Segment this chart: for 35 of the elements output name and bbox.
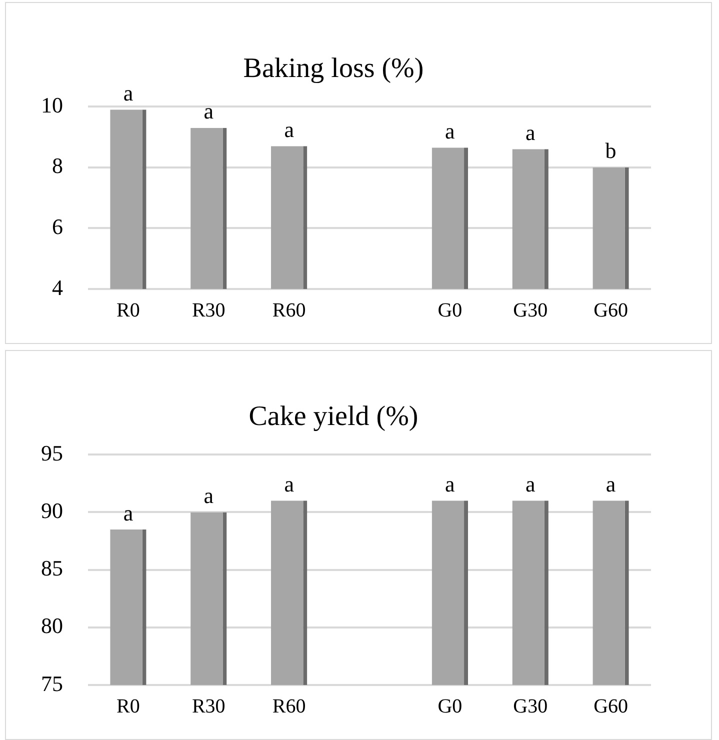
y-tick-label: 95	[41, 440, 63, 466]
annotation: a	[284, 471, 294, 496]
x-tick-label: R30	[192, 299, 226, 322]
annotation: a	[204, 482, 214, 508]
annotation: b	[605, 138, 616, 164]
y-tick-label: 4	[52, 274, 63, 300]
annotation: a	[525, 471, 536, 496]
x-tick-label: G30	[513, 695, 548, 718]
y-tick-label: 85	[41, 556, 63, 581]
annotation: a	[525, 120, 536, 145]
x-tick-label: R60	[272, 299, 306, 322]
annotation: a	[204, 98, 214, 124]
x-tick-label: G60	[594, 695, 628, 718]
annotation: a	[284, 116, 294, 142]
chart-title: Baking loss (%)	[243, 53, 424, 84]
x-tick-label: R0	[116, 299, 140, 322]
x-tick-label: G30	[513, 299, 548, 322]
x-tick-label: R60	[272, 695, 306, 718]
y-tick-label: 75	[41, 670, 63, 696]
chart-title: Cake yield (%)	[248, 401, 418, 432]
y-tick-label: 8	[52, 153, 63, 178]
x-tick-label: G0	[438, 299, 462, 322]
x-tick-label: G60	[594, 299, 628, 322]
x-tick-label: R30	[192, 695, 226, 718]
y-tick-label: 6	[52, 214, 63, 239]
x-tick-label: R0	[116, 695, 140, 718]
annotation: a	[445, 118, 456, 144]
x-tick-label: G0	[438, 695, 462, 718]
y-tick-label: 90	[41, 498, 63, 523]
y-tick-label: 80	[41, 613, 63, 638]
annotation: a	[123, 80, 134, 106]
y-tick-label: 10	[41, 92, 63, 118]
annotation: a	[606, 471, 616, 496]
annotation: a	[123, 500, 134, 526]
annotation: a	[445, 471, 456, 496]
